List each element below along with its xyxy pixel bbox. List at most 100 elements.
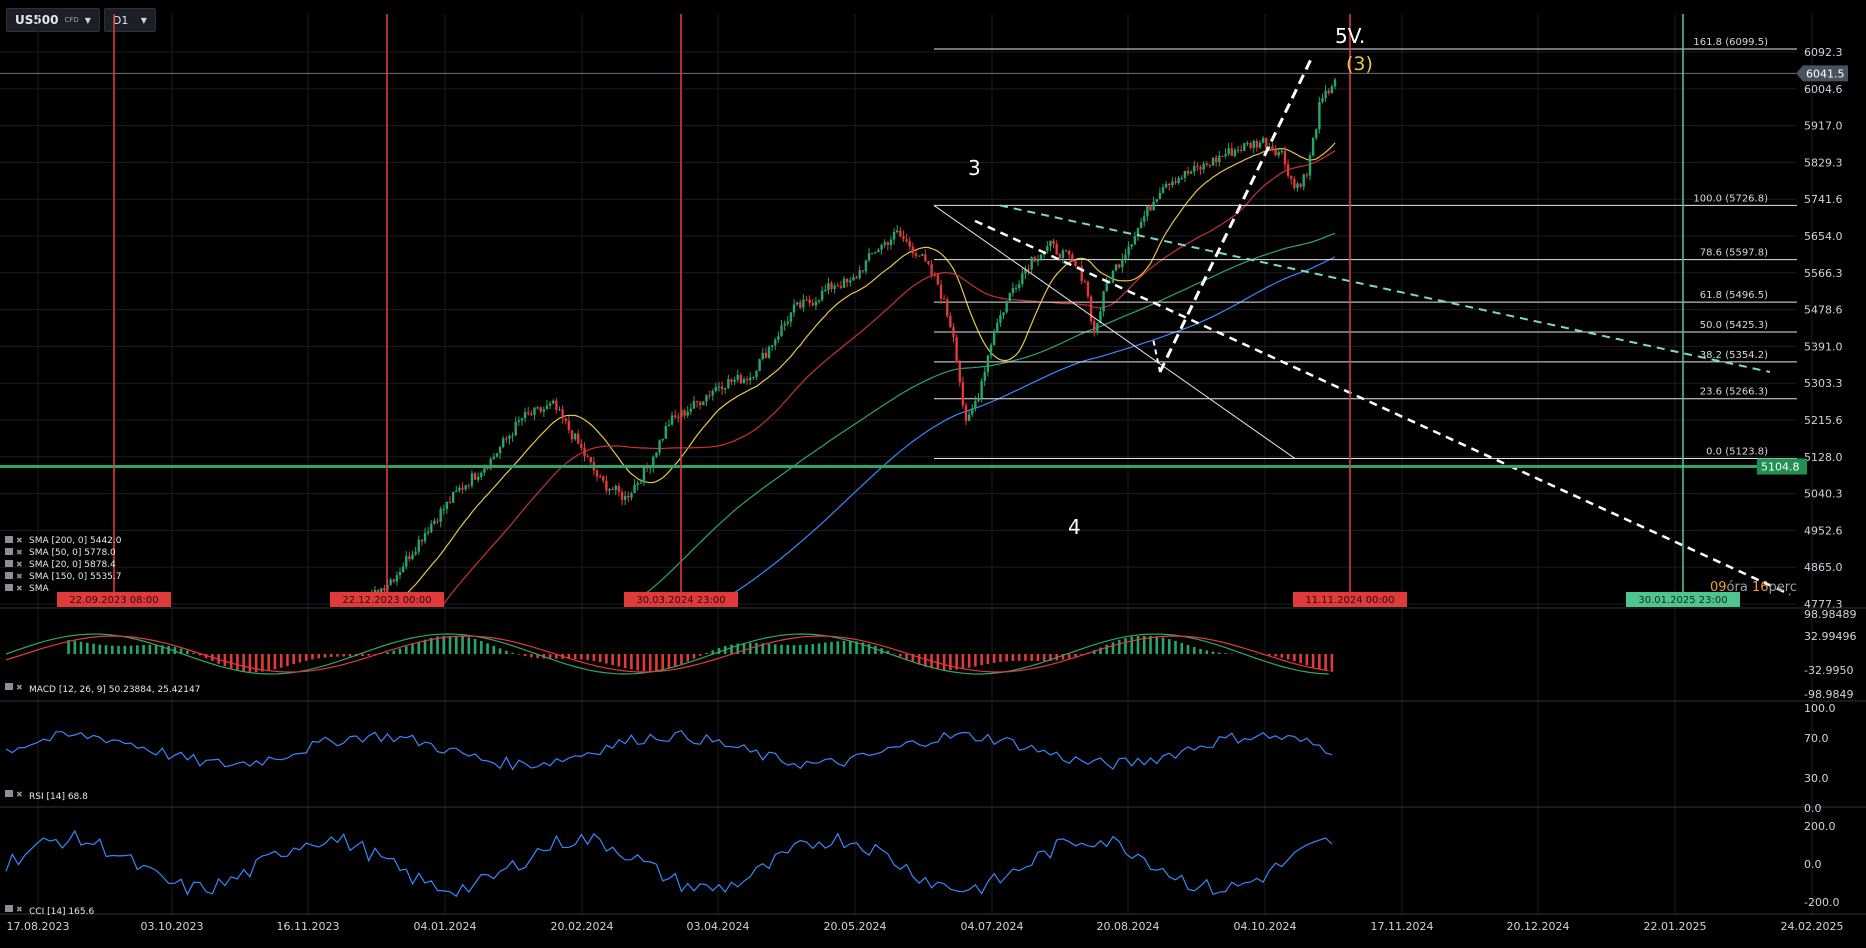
drawings: [0, 56, 1796, 596]
price-tick-label: 5040.3: [1804, 488, 1843, 501]
macd-histogram-bar: [1211, 651, 1215, 654]
vertical-markers: 22.09.2023 08:00 22.12.2023 00:00 30.03.20…: [57, 14, 1740, 607]
indicator-legend-label: SMA [20, 0] 5878.4: [29, 560, 116, 570]
vertical-marker-label: 22.12.2023 00:00: [342, 595, 431, 606]
candle-body: [1327, 90, 1330, 94]
macd-histogram-bar: [148, 644, 152, 654]
macd-histogram-bar: [1074, 654, 1077, 657]
macd-histogram-bar: [911, 654, 915, 663]
macd-tick-label: 98.98489: [1804, 608, 1857, 621]
candle-body: [1318, 102, 1321, 130]
candle-body: [702, 401, 705, 406]
candle-body: [896, 230, 899, 233]
candle-body: [720, 386, 724, 390]
macd-histogram-bar: [830, 641, 833, 654]
macd-histogram-bar: [842, 641, 846, 654]
indicator-settings-icon: [5, 548, 13, 555]
candle-body: [458, 487, 461, 491]
candle-body: [939, 284, 943, 299]
cci-tick-label: 200.0: [1804, 820, 1836, 833]
price-tick-label: 5741.6: [1804, 193, 1843, 206]
dashed-short-line: [1152, 338, 1161, 373]
candle-body: [1271, 146, 1274, 150]
candle-body: [636, 483, 639, 486]
symbol-selector[interactable]: US500 CFD ▼: [6, 8, 100, 32]
macd-histogram-bar: [142, 644, 145, 654]
candle-body: [398, 572, 402, 576]
candle-body: [692, 400, 696, 409]
cci-legend-label: CCI [14] 165.6: [29, 907, 94, 917]
candle-body: [902, 236, 905, 240]
macd-histogram-bar: [661, 654, 664, 670]
timeframe-selector[interactable]: D1 ▼: [103, 8, 156, 32]
candle-body: [1236, 149, 1240, 151]
macd-histogram-bar: [1205, 650, 1209, 654]
candle-body: [492, 456, 496, 459]
candle-body: [924, 254, 927, 262]
indicator-close-icon: ✖: [16, 548, 23, 557]
candle-body: [861, 270, 865, 272]
candle-body: [1249, 143, 1252, 148]
candle-body: [1277, 152, 1280, 156]
candle-body: [608, 488, 611, 491]
rsi-line: [5, 730, 1333, 771]
macd-histogram-bar: [780, 644, 783, 654]
rsi-tick-label: 70.0: [1804, 732, 1829, 745]
candle-body: [508, 435, 511, 439]
candle-body: [451, 492, 455, 503]
macd-histogram-bar: [229, 654, 233, 669]
wave-label: 4: [1068, 515, 1081, 539]
date-tick-label: 04.10.2024: [1234, 920, 1297, 933]
macd-histogram-bar: [974, 654, 977, 667]
candle-body: [824, 289, 827, 291]
candle-body: [1008, 293, 1011, 302]
candle-body: [1105, 282, 1108, 292]
candle-body: [473, 473, 477, 480]
candle-body: [480, 472, 483, 477]
candle-body: [927, 261, 930, 265]
candle-body: [1189, 171, 1193, 174]
indicator-legend-label: SMA [50, 0] 5778.0: [29, 548, 116, 558]
candle-body: [652, 456, 655, 468]
candle-body: [389, 579, 392, 585]
price-tick-label: 6004.6: [1804, 83, 1843, 96]
candle-body: [971, 408, 974, 415]
candle-body: [664, 426, 668, 439]
candle-body: [1039, 254, 1043, 260]
macd-histogram-bar: [1130, 636, 1134, 654]
symbol-type: CFD: [64, 16, 79, 24]
candle-body: [852, 277, 855, 281]
macd-histogram-bar: [573, 654, 577, 660]
candle-body: [805, 299, 808, 301]
candle-body: [467, 485, 471, 487]
macd-histogram-bar: [386, 652, 389, 654]
support-price-tag: [1757, 458, 1807, 475]
candle-body: [867, 253, 871, 261]
candle-body: [414, 551, 417, 555]
date-tick-label: 20.02.2024: [551, 920, 614, 933]
candle-body: [1102, 291, 1105, 312]
date-tick-label: 17.11.2024: [1371, 920, 1434, 933]
macd-histogram-bar: [773, 644, 777, 654]
macd-histogram-bar: [567, 654, 571, 659]
macd-histogram-bar: [92, 643, 95, 654]
candle-body: [564, 418, 567, 421]
candle-body: [623, 495, 627, 500]
macd-histogram-bar: [248, 654, 252, 672]
macd-histogram-bar: [1030, 654, 1033, 661]
macd-histogram-bar: [955, 654, 958, 670]
candle-body: [942, 298, 946, 300]
candle-body: [586, 456, 589, 458]
candle-body: [595, 470, 599, 477]
price-tick-label: 4952.6: [1804, 524, 1843, 537]
candle-body: [1286, 164, 1290, 177]
dashed-channel-line: [999, 204, 1771, 373]
candle-body: [1296, 183, 1299, 188]
macd-histogram-bar: [442, 636, 446, 654]
candle-body: [573, 433, 577, 440]
macd-histogram-bar: [617, 654, 621, 667]
macd-histogram-bar: [861, 642, 865, 654]
vertical-marker-label: 11.11.2024 00:00: [1305, 595, 1394, 606]
candle-body: [670, 415, 674, 425]
